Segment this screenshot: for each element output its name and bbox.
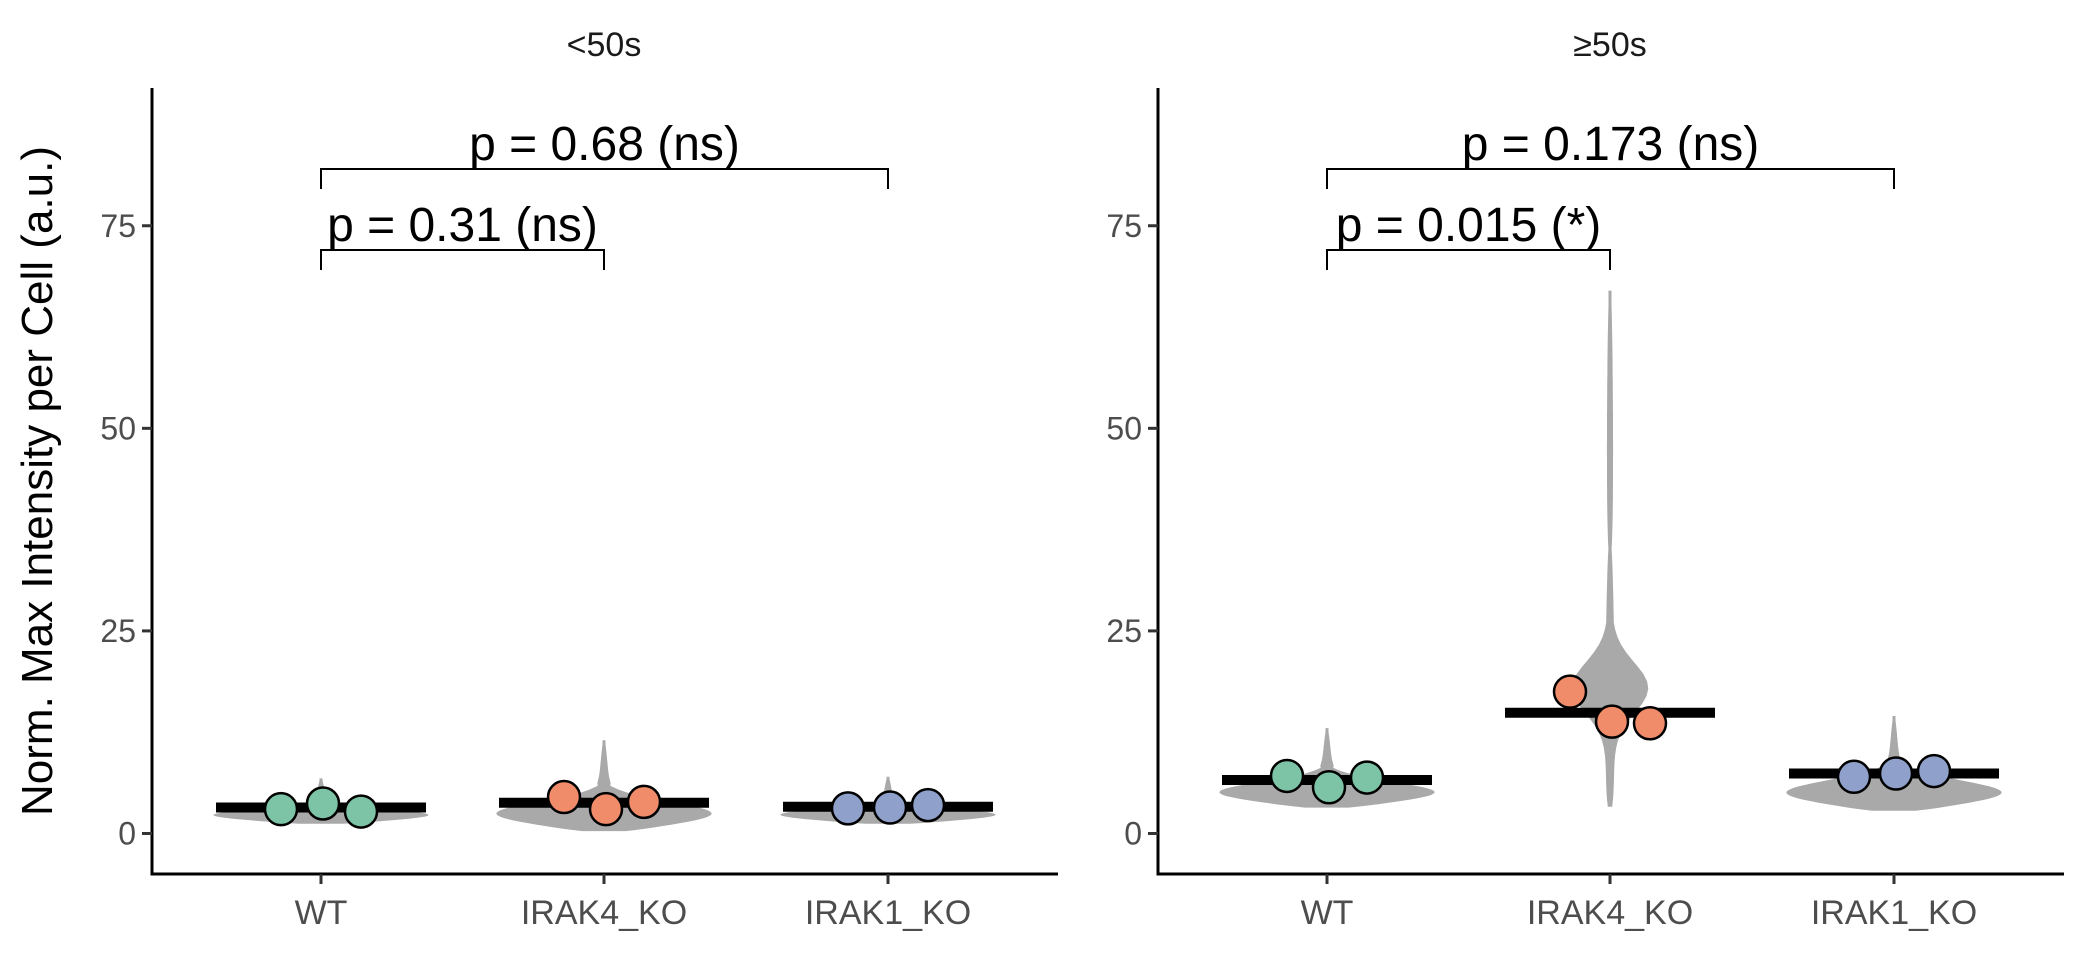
replicate-point: [1349, 760, 1385, 795]
replicate-point: [546, 779, 582, 815]
y-tick-label: 25: [100, 613, 136, 649]
p-value-label: p = 0.31 (ns): [327, 199, 598, 252]
comparison-bracket: [320, 168, 889, 190]
replicate-point: [1269, 758, 1305, 794]
y-axis-label: Norm. Max Intensity per Cell (a.u.): [13, 146, 62, 816]
replicate-point: [1594, 704, 1630, 739]
replicate-point: [305, 786, 341, 821]
x-tick-label: IRAK4_KO: [521, 894, 687, 932]
p-value-label: p = 0.015 (*): [1336, 199, 1602, 252]
comparison-bracket: [320, 249, 605, 271]
replicate-point: [1311, 770, 1347, 805]
panel-2: ≥50s 0 25 50 75 WT IRAK4_KO IRAK1_KO p = 0.015 (…: [1106, 26, 2064, 932]
replicate-point: [588, 791, 624, 827]
replicate-point: [1552, 674, 1588, 709]
p-value-label: p = 0.173 (ns): [1462, 118, 1760, 171]
replicate-point: [1632, 706, 1668, 741]
p-value-label: p = 0.68 (ns): [469, 118, 740, 171]
replicate-point: [910, 787, 946, 823]
y-tick-label: 0: [1124, 815, 1142, 851]
y-tick-label: 75: [1106, 208, 1142, 244]
violin-irak4_ko: [1571, 290, 1649, 807]
facet-title: <50s: [567, 26, 642, 64]
panels: <50s 0 25 50 75 WT IRAK4_KO IRAK1_KO p = 0.31 (n…: [100, 26, 2064, 932]
replicate-point: [872, 790, 908, 825]
facet-title: ≥50s: [1573, 26, 1646, 64]
panel-1: <50s 0 25 50 75 WT IRAK4_KO IRAK1_KO p = 0.31 (n…: [100, 26, 1058, 932]
replicate-point: [263, 791, 299, 827]
replicate-point: [1878, 756, 1914, 791]
x-tick-label: WT: [1301, 894, 1354, 932]
replicate-point: [343, 794, 379, 829]
y-tick-label: 25: [1106, 613, 1142, 649]
replicate-point: [1916, 753, 1952, 789]
y-tick-label: 50: [100, 410, 136, 446]
x-tick-label: IRAK1_KO: [1811, 894, 1977, 932]
comparison-bracket: [1326, 249, 1611, 271]
y-tick-label: 75: [100, 208, 136, 244]
replicate-point: [830, 791, 866, 826]
replicate-point: [626, 784, 662, 820]
x-tick-label: WT: [295, 894, 348, 932]
x-tick-label: IRAK1_KO: [805, 894, 971, 932]
comparison-bracket: [1326, 168, 1895, 190]
replicate-point: [1836, 759, 1872, 795]
y-tick-label: 50: [1106, 410, 1142, 446]
x-tick-label: IRAK4_KO: [1527, 894, 1693, 932]
y-tick-label: 0: [118, 815, 136, 851]
